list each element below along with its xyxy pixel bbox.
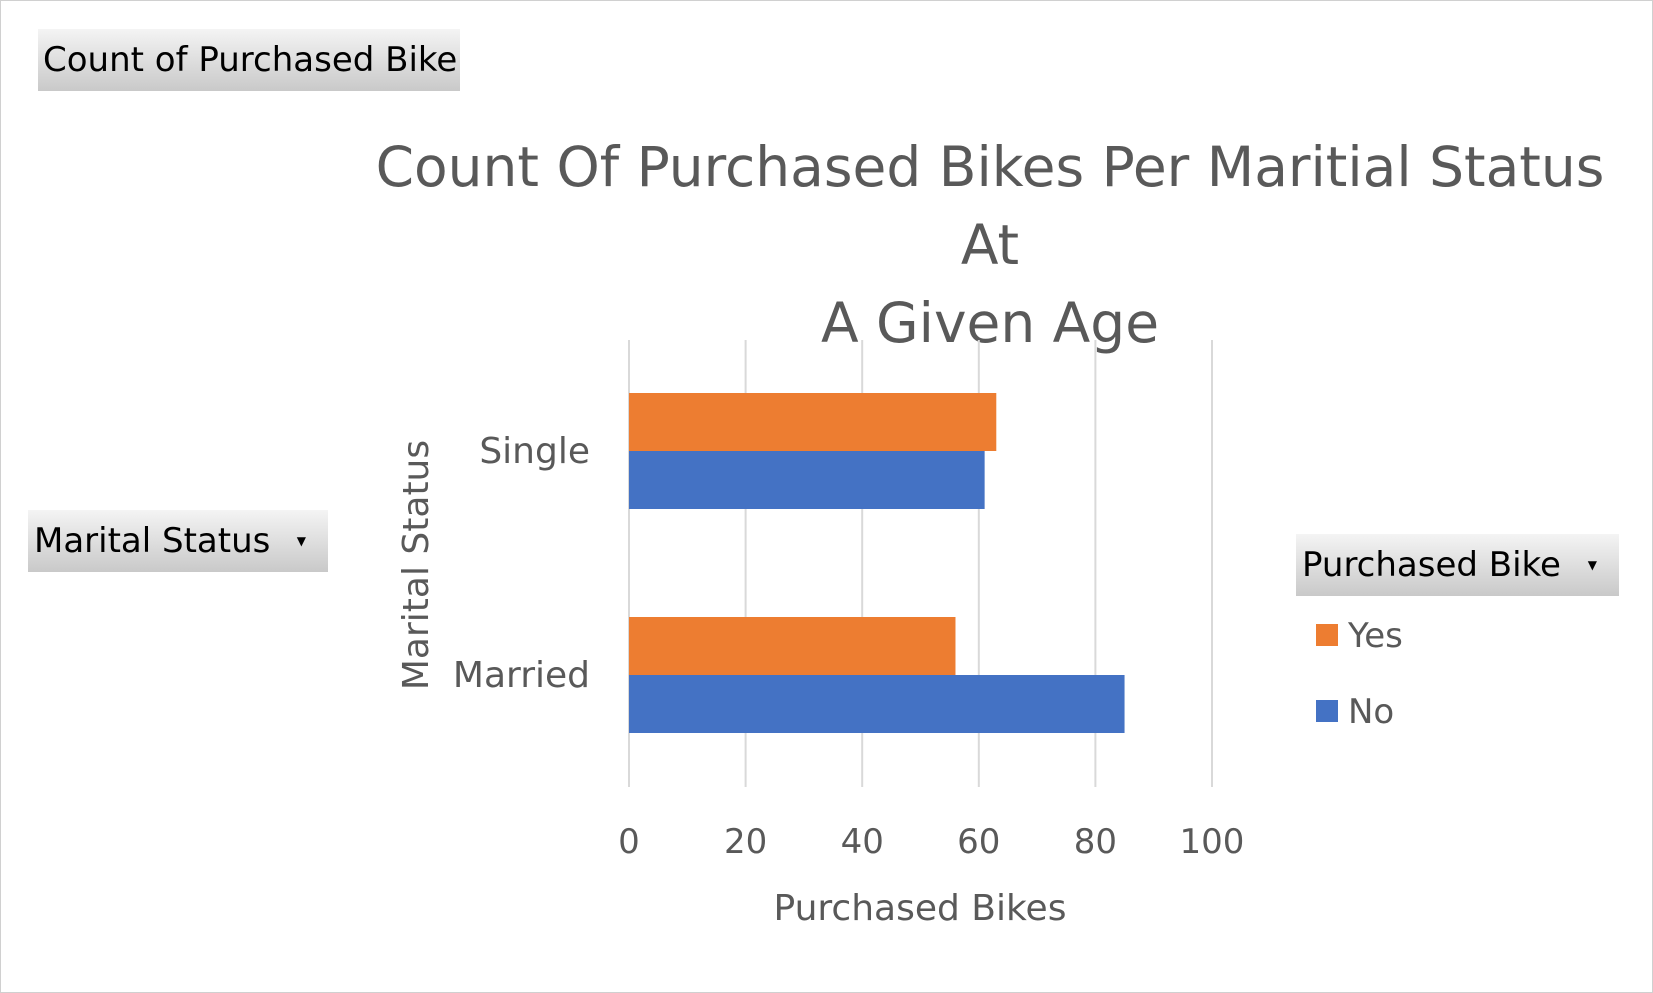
chart-title-line-1: Count Of Purchased Bikes Per Maritial St… (375, 135, 1605, 277)
legend-label-yes: Yes (1348, 616, 1403, 656)
x-tick-label: 40 (841, 822, 884, 862)
legend-swatch-no (1316, 699, 1338, 722)
bar-no-single[interactable] (629, 451, 985, 509)
x-tick-label: 100 (1180, 822, 1245, 862)
legend-item-no: No (1316, 692, 1394, 732)
y-tick-label: Single (479, 431, 590, 472)
row-field-button[interactable]: Marital Status ▼ (28, 510, 328, 572)
y-tick-label: Married (453, 655, 590, 696)
legend-swatch-yes (1316, 623, 1338, 646)
x-tick-label: 0 (618, 822, 640, 862)
values-field-label: Count of Purchased Bike (43, 40, 458, 80)
x-axis-title: Purchased Bikes (774, 888, 1067, 929)
dropdown-arrow-icon[interactable]: ▼ (1587, 558, 1597, 572)
bar-yes-married[interactable] (629, 617, 956, 675)
chart-title-line-2: A Given Age (820, 291, 1160, 355)
x-tick-label: 20 (724, 822, 767, 862)
bar-no-married[interactable] (629, 675, 1125, 733)
x-tick-label: 60 (957, 822, 1000, 862)
values-field-button[interactable]: Count of Purchased Bike (38, 29, 460, 91)
legend-item-yes: Yes (1316, 616, 1403, 656)
row-field-label: Marital Status (34, 521, 271, 561)
dropdown-arrow-icon[interactable]: ▼ (296, 534, 306, 548)
legend-field-button[interactable]: Purchased Bike ▼ (1296, 534, 1619, 596)
x-tick-label: 80 (1074, 822, 1117, 862)
y-axis-title: Marital Status (396, 440, 437, 690)
chart-title: Count Of Purchased Bikes Per Maritial St… (340, 128, 1640, 362)
bar-yes-single[interactable] (629, 393, 997, 451)
legend-field-label: Purchased Bike (1302, 545, 1561, 585)
legend-label-no: No (1348, 692, 1395, 732)
